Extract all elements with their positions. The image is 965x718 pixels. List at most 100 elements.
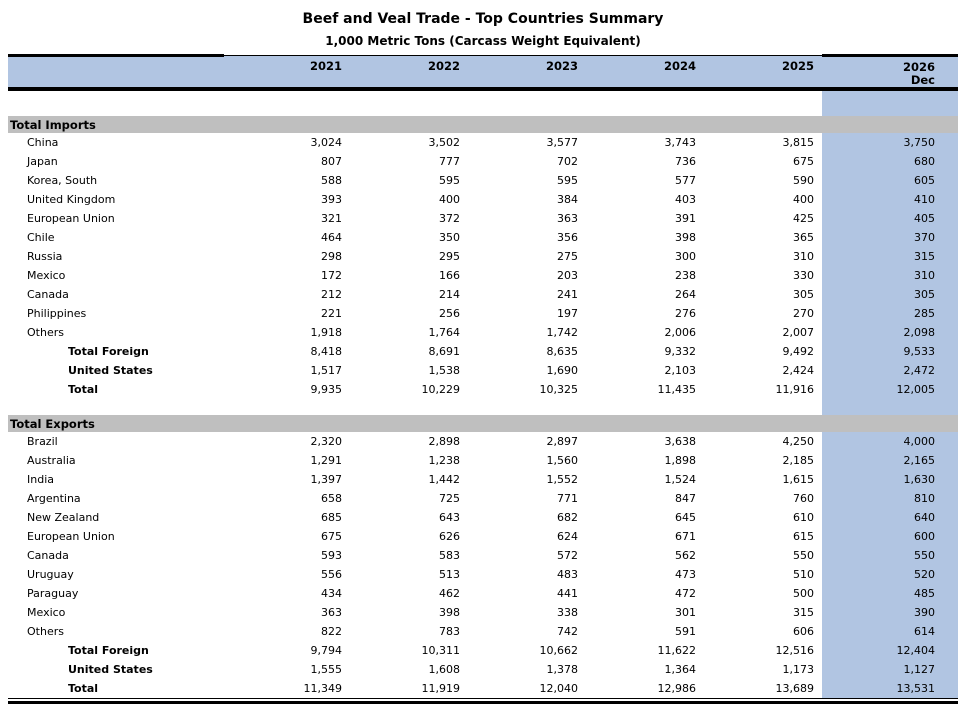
- table-row: Paraguay 434 462 441 472 500 485: [8, 584, 958, 603]
- value-cell: 742: [557, 625, 578, 638]
- value-cell: 1,608: [428, 663, 461, 676]
- value-cell: 221: [321, 307, 342, 320]
- gap-cell: [814, 247, 822, 266]
- value-cell: 398: [675, 231, 696, 244]
- gap-cell: [814, 546, 822, 565]
- row-label: New Zealand: [27, 511, 100, 524]
- value-cell: 736: [675, 155, 696, 168]
- gap-cell: [814, 641, 822, 660]
- row-label: Total: [68, 383, 99, 396]
- spacer-cell: [224, 399, 342, 415]
- col-header-2025: 2025: [696, 55, 814, 91]
- row-label: Korea, South: [27, 174, 98, 187]
- value-cell: 593: [321, 549, 342, 562]
- value-cell: 10,311: [421, 644, 461, 657]
- forecast-value-cell: 485: [822, 584, 958, 603]
- value-cell: 298: [321, 250, 342, 263]
- value-cell: 3,502: [428, 136, 461, 149]
- table-row: European Union 321 372 363 391 425 405: [8, 209, 958, 228]
- value-cell: 3,815: [782, 136, 815, 149]
- value-cell: 702: [557, 155, 578, 168]
- value-cell: 305: [793, 288, 814, 301]
- value-cell: 595: [557, 174, 578, 187]
- value-cell: 256: [439, 307, 460, 320]
- table-row: United States 1,517 1,538 1,690 2,103 2,424 2,…: [8, 361, 958, 380]
- forecast-value-cell: 2,165: [822, 451, 958, 470]
- value-cell: 1,378: [546, 663, 579, 676]
- value-cell: 403: [675, 193, 696, 206]
- value-cell: 398: [439, 606, 460, 619]
- spacer-cell: [342, 89, 460, 116]
- value-cell: 624: [557, 530, 578, 543]
- forecast-value-cell: 550: [822, 546, 958, 565]
- value-cell: 615: [793, 530, 814, 543]
- table-row: Canada 212 214 241 264 305 305: [8, 285, 958, 304]
- value-cell: 1,560: [546, 454, 579, 467]
- section-header-label: Total Imports: [8, 116, 958, 133]
- value-cell: 725: [439, 492, 460, 505]
- row-label: Total Foreign: [68, 644, 149, 657]
- value-cell: 264: [675, 288, 696, 301]
- value-cell: 11,349: [224, 679, 342, 699]
- table-row: Others 822 783 742 591 606 614: [8, 622, 958, 641]
- col-header-2021: 2021: [224, 55, 342, 91]
- spacer-cell: [696, 89, 814, 116]
- forecast-value-cell: 410: [822, 190, 958, 209]
- col-header-2026-year: 2026: [902, 60, 935, 74]
- value-cell: 276: [675, 307, 696, 320]
- value-cell: 610: [793, 511, 814, 524]
- value-cell: 197: [557, 307, 578, 320]
- row-label: Russia: [27, 250, 63, 263]
- value-cell: 822: [321, 625, 342, 638]
- value-cell: 583: [439, 549, 460, 562]
- gap-cell: [814, 527, 822, 546]
- table-row: Korea, South 588 595 595 577 590 605: [8, 171, 958, 190]
- col-header-2023: 2023: [460, 55, 578, 91]
- value-cell: 572: [557, 549, 578, 562]
- value-cell: 270: [793, 307, 814, 320]
- forecast-value-cell: 13,531: [822, 679, 958, 699]
- value-cell: 212: [321, 288, 342, 301]
- table-row: Total Foreign 8,418 8,691 8,635 9,332 9,492 9,…: [8, 342, 958, 361]
- spacer-forecast-cell: [822, 89, 958, 116]
- row-label: India: [27, 473, 54, 486]
- gap-cell: [814, 209, 822, 228]
- col-header-2024: 2024: [578, 55, 696, 91]
- table-row: European Union 675 626 624 671 615 600: [8, 527, 958, 546]
- value-cell: 372: [439, 212, 460, 225]
- gap-cell: [814, 470, 822, 489]
- col-header-2022: 2022: [342, 55, 460, 91]
- forecast-value-cell: 680: [822, 152, 958, 171]
- table-row: Mexico 172 166 203 238 330 310: [8, 266, 958, 285]
- value-cell: 1,538: [428, 364, 461, 377]
- gap-cell: [814, 622, 822, 641]
- value-cell: 300: [675, 250, 696, 263]
- forecast-value-cell: 405: [822, 209, 958, 228]
- value-cell: 783: [439, 625, 460, 638]
- gap-cell: [814, 679, 822, 699]
- value-cell: 1,552: [546, 473, 579, 486]
- forecast-value-cell: 1,127: [822, 660, 958, 679]
- forecast-value-cell: 600: [822, 527, 958, 546]
- gap-cell: [814, 342, 822, 361]
- value-cell: 643: [439, 511, 460, 524]
- table-row: Canada 593 583 572 562 550 550: [8, 546, 958, 565]
- spacer-cell: [8, 399, 224, 415]
- spacer-cell: [460, 89, 578, 116]
- value-cell: 363: [321, 606, 342, 619]
- value-cell: 777: [439, 155, 460, 168]
- spacer-cell: [8, 89, 224, 116]
- gap-cell: [814, 584, 822, 603]
- forecast-value-cell: 2,472: [822, 361, 958, 380]
- value-cell: 400: [439, 193, 460, 206]
- value-cell: 400: [793, 193, 814, 206]
- value-cell: 8,635: [546, 345, 579, 358]
- table-row: Brazil 2,320 2,898 2,897 3,638 4,250 4,000: [8, 432, 958, 451]
- value-cell: 12,516: [775, 644, 815, 657]
- table-row: Russia 298 295 275 300 310 315: [8, 247, 958, 266]
- header-corner-cell: [8, 54, 224, 91]
- value-cell: 626: [439, 530, 460, 543]
- gap-cell: [814, 361, 822, 380]
- trade-summary-table: 2021 2022 2023 2024 2025 2026 Dec Total …: [8, 54, 958, 699]
- table-row: Others 1,918 1,764 1,742 2,006 2,007 2,098: [8, 323, 958, 342]
